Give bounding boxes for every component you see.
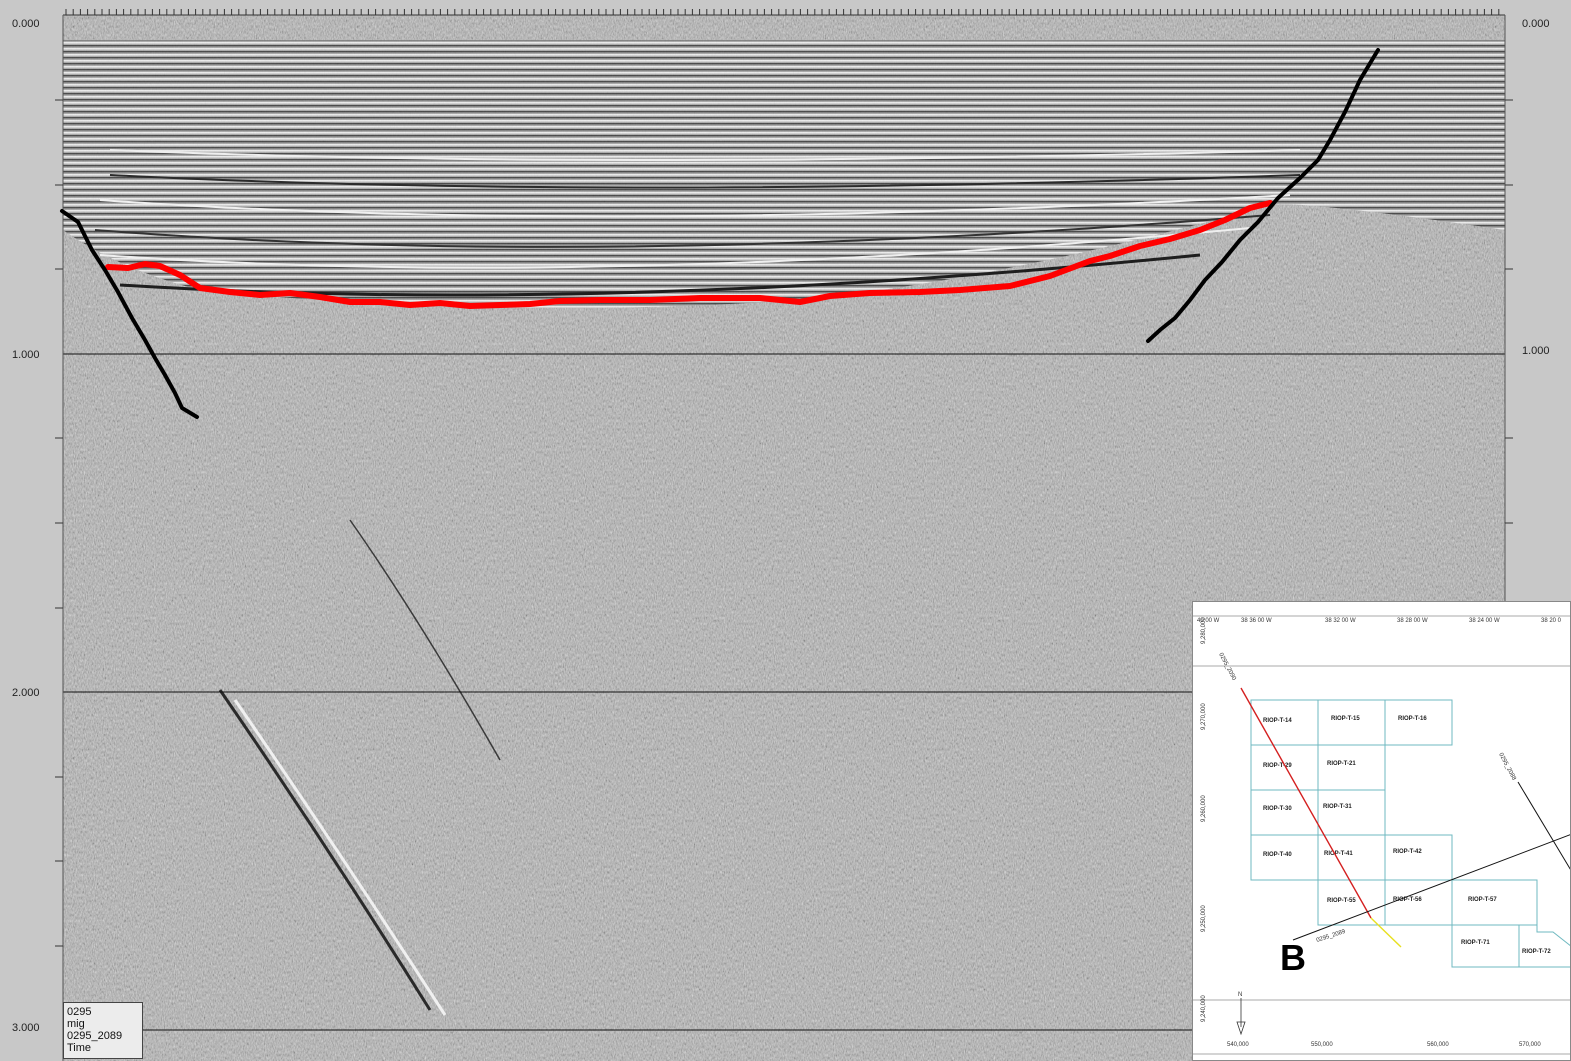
block-label-7: RIOP-T-40	[1263, 852, 1292, 858]
northing-label-2: 9,260,000	[1201, 795, 1207, 822]
time-label-3: 3.000	[12, 1022, 40, 1034]
seismic-line-2088	[1517, 781, 1570, 870]
lon-label-3: 38 28 00 W	[1397, 618, 1428, 624]
block-label-0: RIOP-T-14	[1263, 718, 1292, 724]
northing-label-3: 9,250,000	[1201, 905, 1207, 932]
block-label-10: RIOP-T-55	[1327, 898, 1356, 904]
block-label-6: RIOP-T-31	[1323, 804, 1352, 810]
easting-label-3: 570,000	[1519, 1042, 1541, 1048]
fault-right	[1146, 48, 1380, 343]
lon-label-5: 38 20 0	[1541, 618, 1562, 624]
lon-label-4: 38 24 00 W	[1469, 618, 1500, 624]
info-processing: mig	[67, 1018, 85, 1030]
interpreted-horizon	[105, 200, 1273, 309]
exploration-blocks	[1250, 699, 1570, 968]
lon-label-0: 40 00 W	[1197, 618, 1220, 624]
block-label-3: RIOP-T-29	[1263, 763, 1292, 769]
panel-letter: B	[1280, 937, 1306, 978]
seismic-line-2090-highlight	[1370, 917, 1402, 948]
northing-label-4: 9,240,000	[1201, 995, 1207, 1022]
block-label-2: RIOP-T-16	[1398, 716, 1427, 722]
info-line-number: 0295	[67, 1006, 92, 1018]
block-label-9: RIOP-T-42	[1393, 849, 1422, 855]
time-label-2: 2.000	[12, 687, 40, 699]
seismic-line-2090	[1240, 687, 1372, 919]
block-label-14: RIOP-T-72	[1522, 949, 1551, 955]
block-label-5: RIOP-T-30	[1263, 806, 1292, 812]
time-label-right-1: 1.000	[1522, 345, 1550, 357]
block-label-8: RIOP-T-41	[1324, 851, 1353, 857]
north-arrow-icon	[1236, 998, 1246, 1036]
fault-left	[60, 209, 199, 419]
easting-label-1: 550,000	[1311, 1042, 1333, 1048]
block-label-12: RIOP-T-57	[1468, 897, 1497, 903]
info-line-id: 0295_2089	[67, 1030, 123, 1042]
top-tick-ruler	[65, 9, 1500, 15]
lon-label-1: 38 36 00 W	[1241, 618, 1272, 624]
northing-label-0: 9,280,000	[1201, 617, 1207, 644]
basin-reflectors	[63, 40, 1505, 308]
side-ticks	[55, 99, 1513, 947]
time-label-0: 0.000	[12, 18, 40, 30]
line-info-box: 0295 mig 0295_2089 Time	[63, 1002, 143, 1059]
northing-label-1: 9,270,000	[1201, 703, 1207, 730]
easting-label-2: 560,000	[1427, 1042, 1449, 1048]
block-label-11: RIOP-T-56	[1393, 897, 1422, 903]
diffraction-streaks	[218, 519, 501, 1016]
time-label-right-0: 0.000	[1522, 18, 1550, 30]
block-label-1: RIOP-T-15	[1331, 716, 1360, 722]
block-label-13: RIOP-T-71	[1461, 940, 1490, 946]
info-domain: Time	[67, 1042, 92, 1054]
easting-label-0: 540,000	[1227, 1042, 1249, 1048]
north-arrow-label: N	[1238, 992, 1242, 998]
lon-label-2: 38 32 00 W	[1325, 618, 1356, 624]
seismic-line-2089	[1292, 834, 1570, 941]
location-map-inset: 40 00 W 38 36 00 W 38 32 00 W 38 28 00 W…	[1192, 601, 1571, 1061]
time-label-1: 1.000	[12, 349, 40, 361]
block-label-4: RIOP-T-21	[1327, 761, 1356, 767]
